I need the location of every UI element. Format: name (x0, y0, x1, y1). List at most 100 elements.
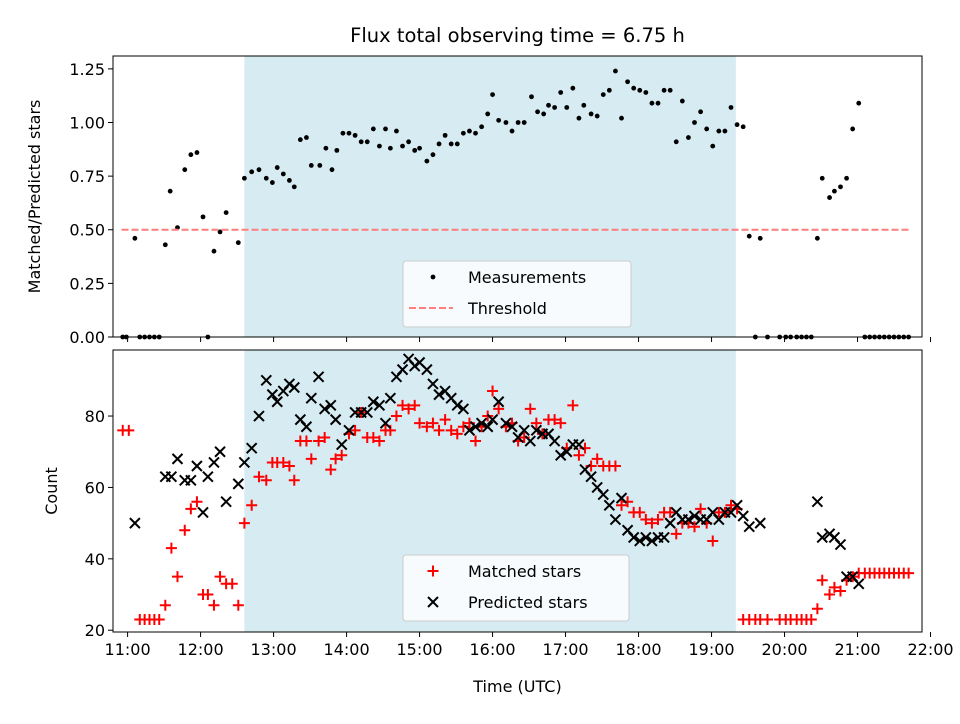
predicted-stars-point (615, 492, 628, 504)
measurement-point (600, 92, 606, 98)
predicted-stars-point (524, 435, 536, 447)
predicted-stars-point (260, 374, 272, 387)
predicted-stars-point (220, 496, 232, 508)
predicted-stars-point (682, 513, 695, 526)
predicted-stars-point (396, 363, 409, 376)
legend-box (402, 554, 630, 622)
predicted-stars-point (427, 378, 439, 390)
matched-stars-point (616, 499, 628, 511)
measurement-point (619, 115, 624, 121)
measurement-point (704, 126, 710, 132)
measurement-point (757, 235, 763, 241)
predicted-stars-point (312, 371, 325, 383)
predicted-stars-point (469, 421, 482, 433)
predicted-stars-point (191, 460, 203, 472)
predicted-stars-point (171, 453, 184, 465)
measurement-point (479, 124, 485, 130)
measurement-point (352, 132, 358, 138)
measurement-point (454, 141, 460, 147)
matched-stars-point (555, 417, 567, 429)
predicted-stars-point (185, 474, 197, 486)
matched-stars-point (451, 428, 463, 440)
matched-stars-point (123, 424, 135, 436)
measurement-point (383, 126, 388, 132)
y-tick-label: 20 (85, 621, 105, 640)
measurement-point (235, 240, 241, 246)
measurement-point (263, 175, 269, 181)
measurement-point (529, 94, 534, 100)
matched-stars-point (277, 456, 289, 468)
measurement-point (394, 128, 399, 134)
measurement-point (637, 87, 643, 93)
legend-marker-matched (427, 565, 439, 577)
predicted-stars-point (481, 421, 494, 433)
matched-stars-point (689, 521, 701, 533)
chart-title: Flux total observing time = 6.75 h (350, 24, 685, 47)
measurement-point (667, 87, 673, 93)
measurement-point (334, 147, 340, 153)
y-axis-label: Matched/Predicted stars (25, 100, 44, 294)
predicted-stars-point (129, 517, 141, 529)
measurement-point (827, 195, 832, 200)
measurement-point (223, 210, 229, 215)
matched-stars-point (390, 410, 402, 422)
measurement-point (515, 120, 521, 125)
measurement-point (340, 130, 346, 136)
predicted-stars-point (816, 531, 828, 544)
matched-stars-point (524, 403, 536, 415)
measurement-point (167, 188, 173, 194)
x-tick-label: 11:00 (105, 640, 151, 659)
x-tick-label: 21:00 (834, 640, 880, 659)
matched-stars-point (646, 517, 658, 529)
matched-stars-point (208, 599, 220, 611)
predicted-stars-point (530, 424, 543, 437)
measurement-point (188, 152, 194, 158)
series-predicted-stars (129, 353, 865, 590)
measurement-point (588, 111, 594, 117)
predicted-stars-point (664, 517, 676, 529)
predicted-stars-point (451, 399, 463, 412)
predicted-stars-point (554, 449, 567, 462)
measurement-point (819, 175, 825, 181)
predicted-stars-point (688, 510, 701, 522)
measurement-point (643, 90, 649, 95)
matched-stars-point (214, 571, 226, 583)
measurement-point (692, 120, 697, 125)
predicted-stars-point (597, 488, 609, 501)
measurement-point (417, 145, 422, 151)
predicted-stars-point (232, 478, 245, 490)
measurement-point (521, 120, 527, 125)
measurement-point (304, 135, 309, 140)
measurement-point (346, 130, 352, 136)
measurement-point (280, 171, 286, 177)
measurement-point (370, 126, 376, 132)
measurement-point (490, 92, 495, 98)
predicted-stars-point (421, 363, 433, 376)
matched-stars-point (530, 417, 542, 429)
matched-stars-point (811, 603, 823, 615)
measurement-point (535, 109, 540, 115)
measurement-point (541, 111, 547, 117)
predicted-stars-point (573, 438, 585, 451)
predicted-stars-point (475, 417, 488, 429)
measurement-point (473, 130, 478, 136)
matched-stars-point (670, 528, 682, 540)
measurement-point (317, 162, 323, 168)
matched-stars-point (805, 614, 817, 626)
y-tick-label: 0.50 (69, 221, 105, 240)
measurement-point (269, 180, 275, 185)
matched-stars-point (288, 474, 300, 486)
measurement-point (406, 139, 412, 145)
measurement-point (194, 150, 200, 155)
measurement-point (734, 122, 740, 128)
measurement-point (673, 139, 679, 145)
predicted-stars-point (373, 399, 386, 412)
measurement-point (746, 233, 752, 239)
measurement-point (570, 85, 576, 91)
predicted-stars-point (214, 446, 226, 458)
predicted-stars-point (506, 421, 518, 433)
matched-stars-point (319, 431, 331, 443)
predicted-stars-point (811, 496, 824, 508)
measurement-point (740, 124, 746, 130)
